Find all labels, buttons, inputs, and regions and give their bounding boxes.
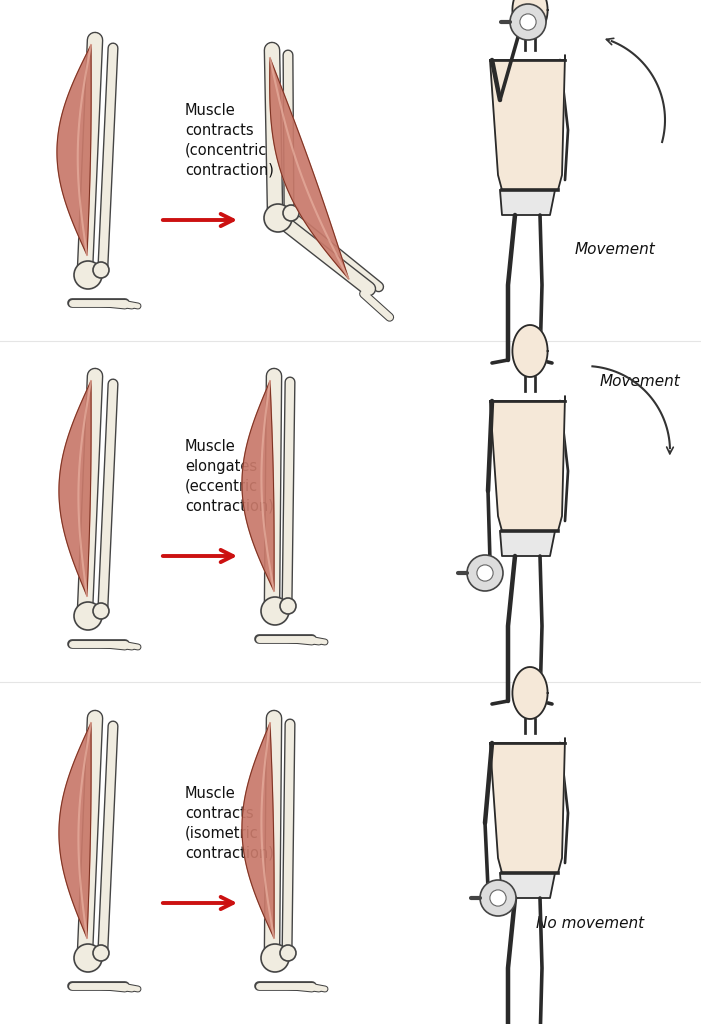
Circle shape [264, 204, 292, 232]
Polygon shape [490, 55, 565, 190]
Circle shape [93, 945, 109, 961]
Circle shape [510, 4, 546, 40]
Text: Movement: Movement [599, 374, 681, 388]
Polygon shape [500, 873, 555, 898]
Circle shape [480, 880, 516, 916]
Text: No movement: No movement [536, 915, 644, 931]
Circle shape [467, 555, 503, 591]
Circle shape [93, 603, 109, 618]
Circle shape [490, 890, 506, 906]
Circle shape [74, 602, 102, 630]
Polygon shape [490, 738, 565, 873]
Circle shape [477, 565, 493, 581]
Circle shape [261, 597, 289, 625]
Circle shape [93, 262, 109, 278]
Polygon shape [59, 723, 91, 938]
Text: Muscle
elongates
(eccentric
contraction): Muscle elongates (eccentric contraction) [185, 439, 274, 513]
Polygon shape [490, 396, 565, 531]
Polygon shape [512, 667, 547, 719]
Polygon shape [500, 190, 555, 215]
Text: Movement: Movement [575, 243, 655, 257]
Polygon shape [512, 325, 547, 377]
Circle shape [520, 14, 536, 30]
Text: Muscle
contracts
(isometric
contraction): Muscle contracts (isometric contraction) [185, 785, 274, 860]
Circle shape [261, 944, 289, 972]
Polygon shape [242, 381, 274, 591]
Polygon shape [242, 723, 274, 938]
Circle shape [280, 945, 296, 961]
Circle shape [283, 205, 299, 221]
Polygon shape [59, 381, 91, 596]
Polygon shape [500, 531, 555, 556]
Circle shape [74, 944, 102, 972]
Text: Muscle
contracts
(concentric
contraction): Muscle contracts (concentric contraction… [185, 102, 274, 177]
Circle shape [74, 261, 102, 289]
Polygon shape [270, 58, 348, 279]
Circle shape [280, 598, 296, 614]
Polygon shape [512, 0, 547, 36]
Polygon shape [57, 45, 91, 255]
